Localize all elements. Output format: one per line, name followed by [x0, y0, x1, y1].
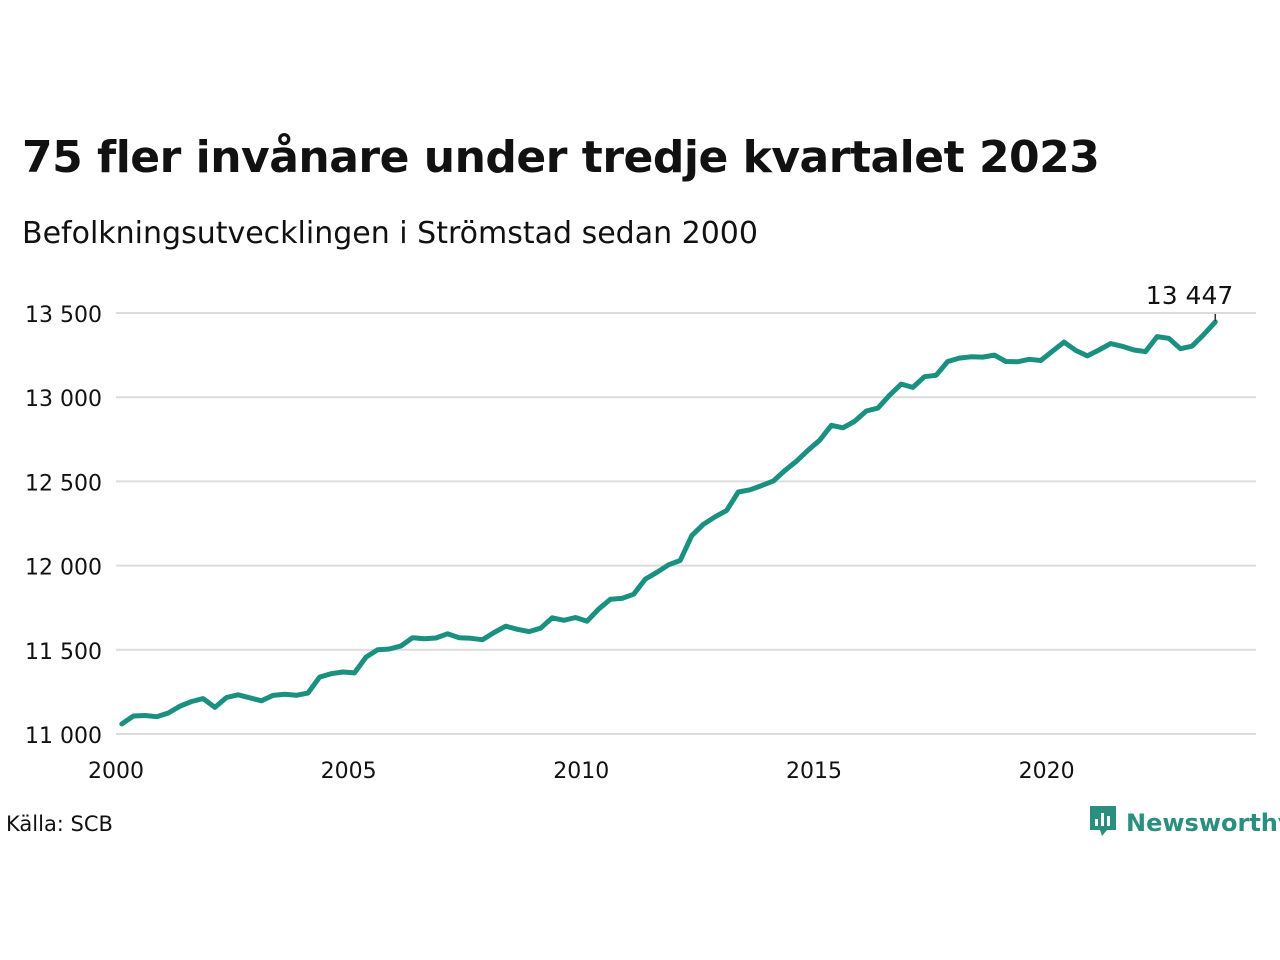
source-note: Källa: SCB — [6, 812, 113, 836]
chart-subtitle: Befolkningsutvecklingen i Strömstad seda… — [22, 216, 758, 251]
end-value-label: 13 447 — [1146, 281, 1233, 310]
y-tick-label: 11 000 — [25, 724, 102, 749]
end-label-group: 13 447 — [1146, 281, 1233, 321]
series-group — [119, 319, 1218, 727]
series-line — [119, 319, 1218, 727]
y-tick-label: 13 000 — [25, 387, 102, 412]
x-tick-label: 2015 — [786, 759, 842, 784]
y-tick-label: 13 500 — [25, 303, 102, 328]
x-tick-label: 2010 — [553, 759, 609, 784]
chart-title: 75 fler invånare under tredje kvartalet … — [22, 132, 1100, 183]
x-axis-ticks: 2000 2005 2010 2015 2020 — [88, 759, 1075, 784]
y-tick-label: 12 500 — [25, 471, 102, 496]
y-tick-label: 12 000 — [25, 556, 102, 581]
x-tick-label: 2005 — [321, 759, 377, 784]
y-axis-ticks: 11 000 11 500 12 000 12 500 13 000 13 500 — [25, 303, 102, 749]
gridlines — [116, 312, 1256, 735]
newsworthy-logo-icon — [1088, 804, 1118, 842]
brand-name: Newsworthy — [1126, 809, 1280, 837]
brand-logo: Newsworthy — [1088, 804, 1280, 842]
y-tick-label: 11 500 — [25, 640, 102, 665]
x-tick-label: 2000 — [88, 759, 144, 784]
x-tick-label: 2020 — [1019, 759, 1075, 784]
